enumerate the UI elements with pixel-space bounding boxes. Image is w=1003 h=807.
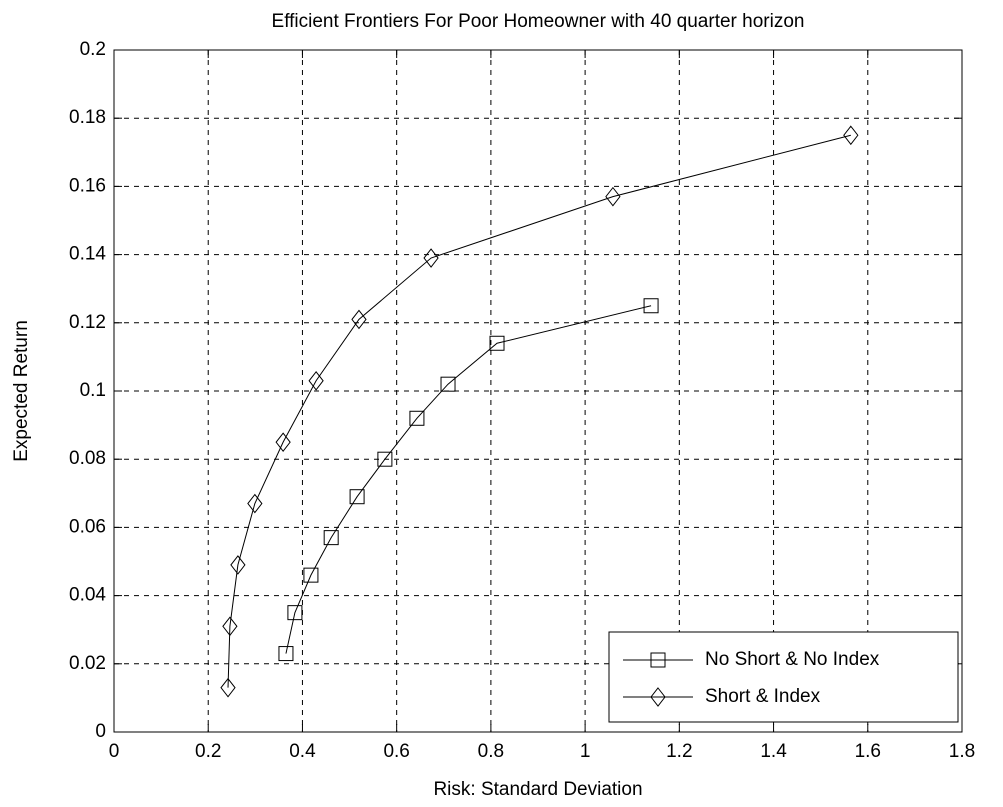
legend-marker [650,652,666,668]
x-tick-label: 1.6 [855,741,881,762]
x-tick-label: 0.4 [289,741,316,762]
y-tick-label: 0.18 [69,107,106,128]
y-tick-label: 0.08 [69,448,106,469]
legend-label: No Short & No Index [705,649,880,670]
x-tick-label: 1.4 [760,741,787,762]
point [349,489,365,505]
point [287,605,303,621]
point [843,125,859,146]
point [605,186,621,207]
y-tick-label: 0.14 [69,244,106,265]
legend-label: Short & Index [705,686,821,707]
y-tick-label: 0 [95,721,106,742]
point [275,432,291,452]
point [222,616,238,637]
point [230,555,246,575]
point [409,410,425,426]
point [643,298,659,314]
chart-title: Efficient Frontiers For Poor Homeowner w… [272,11,805,32]
x-tick-label: 0 [109,741,120,762]
point [303,567,319,583]
x-tick-label: 1 [580,741,591,762]
y-tick-label: 0.12 [69,312,106,333]
y-tick-label: 0.06 [69,516,106,537]
plot-frame [113,49,963,733]
point [351,309,367,330]
point [247,493,263,514]
legend-box [608,631,959,723]
y-tick-label: 0.16 [69,175,106,196]
x-tick-label: 0.6 [383,741,409,762]
y-tick-label: 0.02 [69,653,106,674]
point [440,376,456,392]
point [423,248,439,268]
point [278,646,294,662]
series-line [227,134,851,688]
x-tick-label: 0.2 [195,741,221,762]
x-axis-label: Risk: Standard Deviation [433,779,642,800]
y-tick-label: 0.04 [69,585,106,606]
point [489,335,505,351]
point [308,370,324,391]
x-tick-label: 0.8 [478,741,504,762]
x-tick-label: 1.2 [666,741,692,762]
point [220,677,236,698]
y-tick-label: 0.1 [80,380,106,401]
y-tick-label: 0.2 [80,39,106,60]
y-axis-label: Expected Return [11,320,32,462]
legend-marker [650,687,666,707]
point [323,530,339,546]
x-tick-label: 1.8 [949,741,975,762]
point [377,451,393,467]
series-line [285,305,652,654]
